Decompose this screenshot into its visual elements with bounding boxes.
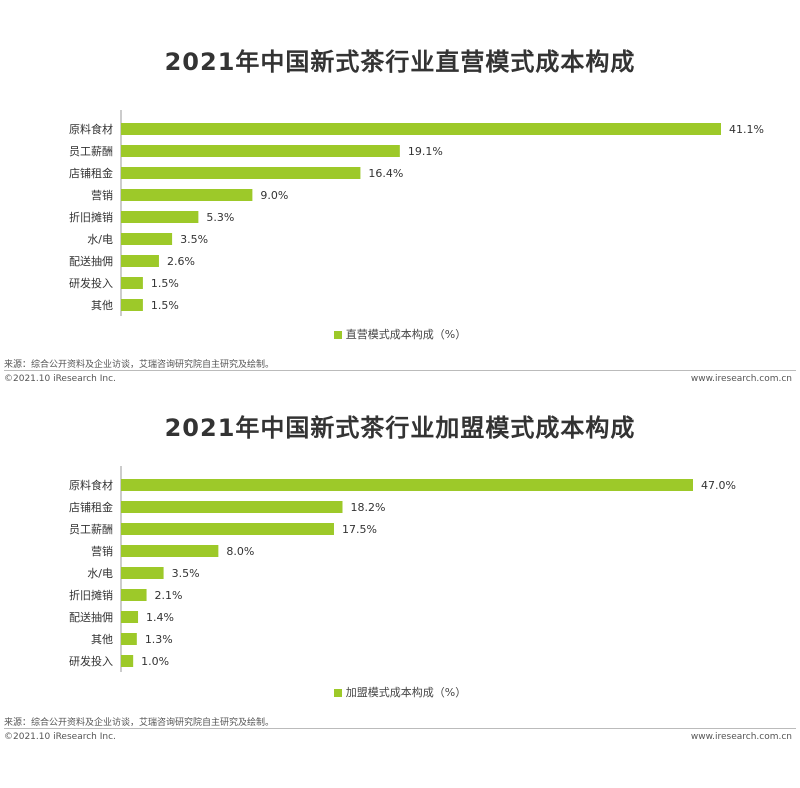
website-url: www.iresearch.com.cn: [690, 732, 792, 742]
category-label: 水/电: [87, 567, 113, 580]
category-label: 原料食材: [69, 478, 113, 492]
data-label: 3.5%: [172, 567, 200, 580]
copyright: ©2021.10 iResearch Inc.: [4, 732, 116, 742]
bar-chart-franchise: 原料食材 47.0% 店铺租金 18.2% 员工薪酬 17.5% 营销 8.0% 水/电 3.5%…: [69, 466, 736, 672]
chart-title: 2021年中国新式茶行业直营模式成本构成: [164, 48, 636, 76]
data-label: 17.5%: [342, 523, 377, 536]
bar: [121, 633, 137, 645]
bar: [121, 211, 199, 223]
chart-panel-franchise: 2021年中国新式茶行业加盟模式成本构成 原料食材 47.0% 店铺租金 18.2% 员…: [0, 392, 800, 788]
category-label: 营销: [91, 188, 113, 202]
data-label: 16.4%: [368, 167, 403, 180]
data-label: 41.1%: [729, 123, 764, 136]
category-label: 原料食材: [69, 122, 113, 136]
legend: 直营模式成本构成（%）: [0, 326, 800, 342]
source-note: 来源：综合公开资料及企业访谈，艾瑞咨询研究院自主研究及绘制。: [4, 360, 275, 370]
data-label: 8.0%: [226, 545, 254, 558]
bar: [121, 189, 253, 201]
data-label: 1.5%: [151, 299, 179, 312]
bar: [121, 123, 721, 135]
category-label: 水/电: [87, 233, 113, 246]
data-label: 9.0%: [260, 189, 288, 202]
data-label: 1.0%: [141, 655, 169, 668]
legend-swatch: [333, 331, 342, 339]
legend: 加盟模式成本构成（%）: [0, 684, 800, 700]
bar: [121, 233, 173, 245]
category-label: 店铺租金: [69, 166, 113, 180]
data-label: 5.3%: [206, 211, 234, 224]
category-label: 员工薪酬: [69, 145, 113, 158]
bar: [121, 255, 159, 267]
bar: [121, 545, 219, 557]
category-label: 配送抽佣: [69, 254, 113, 268]
divider: [4, 728, 796, 729]
category-label: 员工薪酬: [69, 523, 113, 536]
category-label: 折旧摊销: [69, 210, 113, 224]
data-label: 1.5%: [151, 277, 179, 290]
data-label: 2.1%: [155, 589, 183, 602]
bar: [121, 479, 693, 491]
bar: [121, 501, 343, 513]
data-label: 18.2%: [350, 501, 385, 514]
data-label: 1.3%: [145, 633, 173, 646]
bar: [121, 567, 164, 579]
legend-label: 直营模式成本构成（%）: [345, 328, 467, 341]
bar-chart-direct: 原料食材 41.1% 员工薪酬 19.1% 店铺租金 16.4% 营销 9.0% 折旧摊销 5.3…: [69, 110, 764, 316]
chart-panel-direct: 2021年中国新式茶行业直营模式成本构成 原料食材 41.1% 员工薪酬 19.1% 店…: [0, 0, 800, 390]
data-label: 19.1%: [408, 145, 443, 158]
category-label: 店铺租金: [69, 500, 113, 514]
category-label: 研发投入: [69, 654, 113, 668]
source-note: 来源：综合公开资料及企业访谈，艾瑞咨询研究院自主研究及绘制。: [4, 718, 275, 728]
category-label: 折旧摊销: [69, 588, 113, 602]
bar: [121, 145, 400, 157]
category-label: 营销: [91, 544, 113, 558]
data-label: 47.0%: [701, 479, 736, 492]
legend-label: 加盟模式成本构成（%）: [345, 686, 467, 699]
data-label: 3.5%: [180, 233, 208, 246]
data-label: 1.4%: [146, 611, 174, 624]
divider: [4, 370, 796, 371]
copyright: ©2021.10 iResearch Inc.: [4, 374, 116, 384]
bar: [121, 611, 139, 623]
bar: [121, 299, 143, 311]
website-url: www.iresearch.com.cn: [690, 374, 792, 384]
data-label: 2.6%: [167, 255, 195, 268]
category-label: 研发投入: [69, 276, 113, 290]
bar: [121, 277, 143, 289]
category-label: 其他: [91, 633, 113, 646]
category-label: 配送抽佣: [69, 610, 113, 624]
bar: [121, 589, 147, 601]
chart-title: 2021年中国新式茶行业加盟模式成本构成: [164, 414, 636, 442]
bar: [121, 523, 334, 535]
legend-swatch: [333, 689, 342, 697]
bar: [121, 167, 361, 179]
category-label: 其他: [91, 299, 113, 312]
bar: [121, 655, 134, 667]
